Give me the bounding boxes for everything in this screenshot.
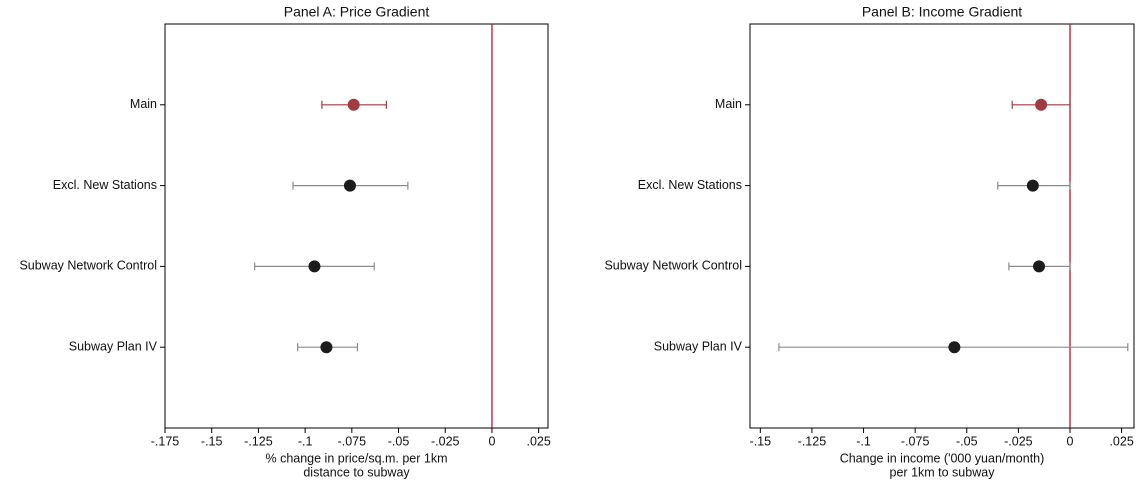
y-tick-label: Excl. New Stations (53, 178, 157, 192)
x-axis-label: Change in income ('000 yuan/month) (840, 451, 1045, 465)
x-axis-label: % change in price/sq.m. per 1km (265, 451, 447, 465)
x-axis-label: distance to subway (303, 465, 410, 479)
y-tick-label: Main (130, 97, 157, 111)
x-tick-label: -.025 (1004, 434, 1033, 448)
x-tick-label: .025 (1109, 434, 1133, 448)
x-tick-label: 0 (1067, 434, 1074, 448)
point (948, 341, 961, 354)
point (1033, 260, 1046, 273)
x-tick-label: -.075 (901, 434, 930, 448)
panel-title: Panel B: Income Gradient (862, 4, 1022, 20)
point (343, 179, 356, 192)
panel-title: Panel A: Price Gradient (284, 4, 430, 20)
point (347, 98, 360, 111)
x-tick-label: -.1 (298, 434, 313, 448)
point (1035, 98, 1048, 111)
x-tick-label: -.15 (750, 434, 772, 448)
x-tick-label: -.1 (856, 434, 871, 448)
plot-frame (164, 23, 549, 429)
x-tick-label: -.175 (151, 434, 180, 448)
point (320, 341, 333, 354)
y-tick-label: Subway Network Control (19, 259, 157, 273)
y-tick-label: Subway Plan IV (654, 339, 743, 353)
x-tick-label: .025 (526, 434, 550, 448)
y-tick-label: Subway Network Control (604, 259, 742, 273)
plot-frame (749, 23, 1135, 429)
x-tick-label: -.025 (431, 434, 460, 448)
x-axis-label: per 1km to subway (890, 465, 996, 479)
y-tick-label: Subway Plan IV (69, 339, 158, 353)
x-tick-label: 0 (488, 434, 495, 448)
x-tick-label: -.125 (244, 434, 273, 448)
y-tick-label: Main (715, 97, 742, 111)
x-tick-label: -.05 (388, 434, 410, 448)
point (1026, 179, 1039, 192)
x-tick-label: -.075 (338, 434, 367, 448)
x-tick-label: -.15 (201, 434, 223, 448)
point (308, 260, 321, 273)
y-tick-label: Excl. New Stations (638, 178, 742, 192)
x-tick-label: -.125 (798, 434, 827, 448)
x-tick-label: -.05 (956, 434, 978, 448)
